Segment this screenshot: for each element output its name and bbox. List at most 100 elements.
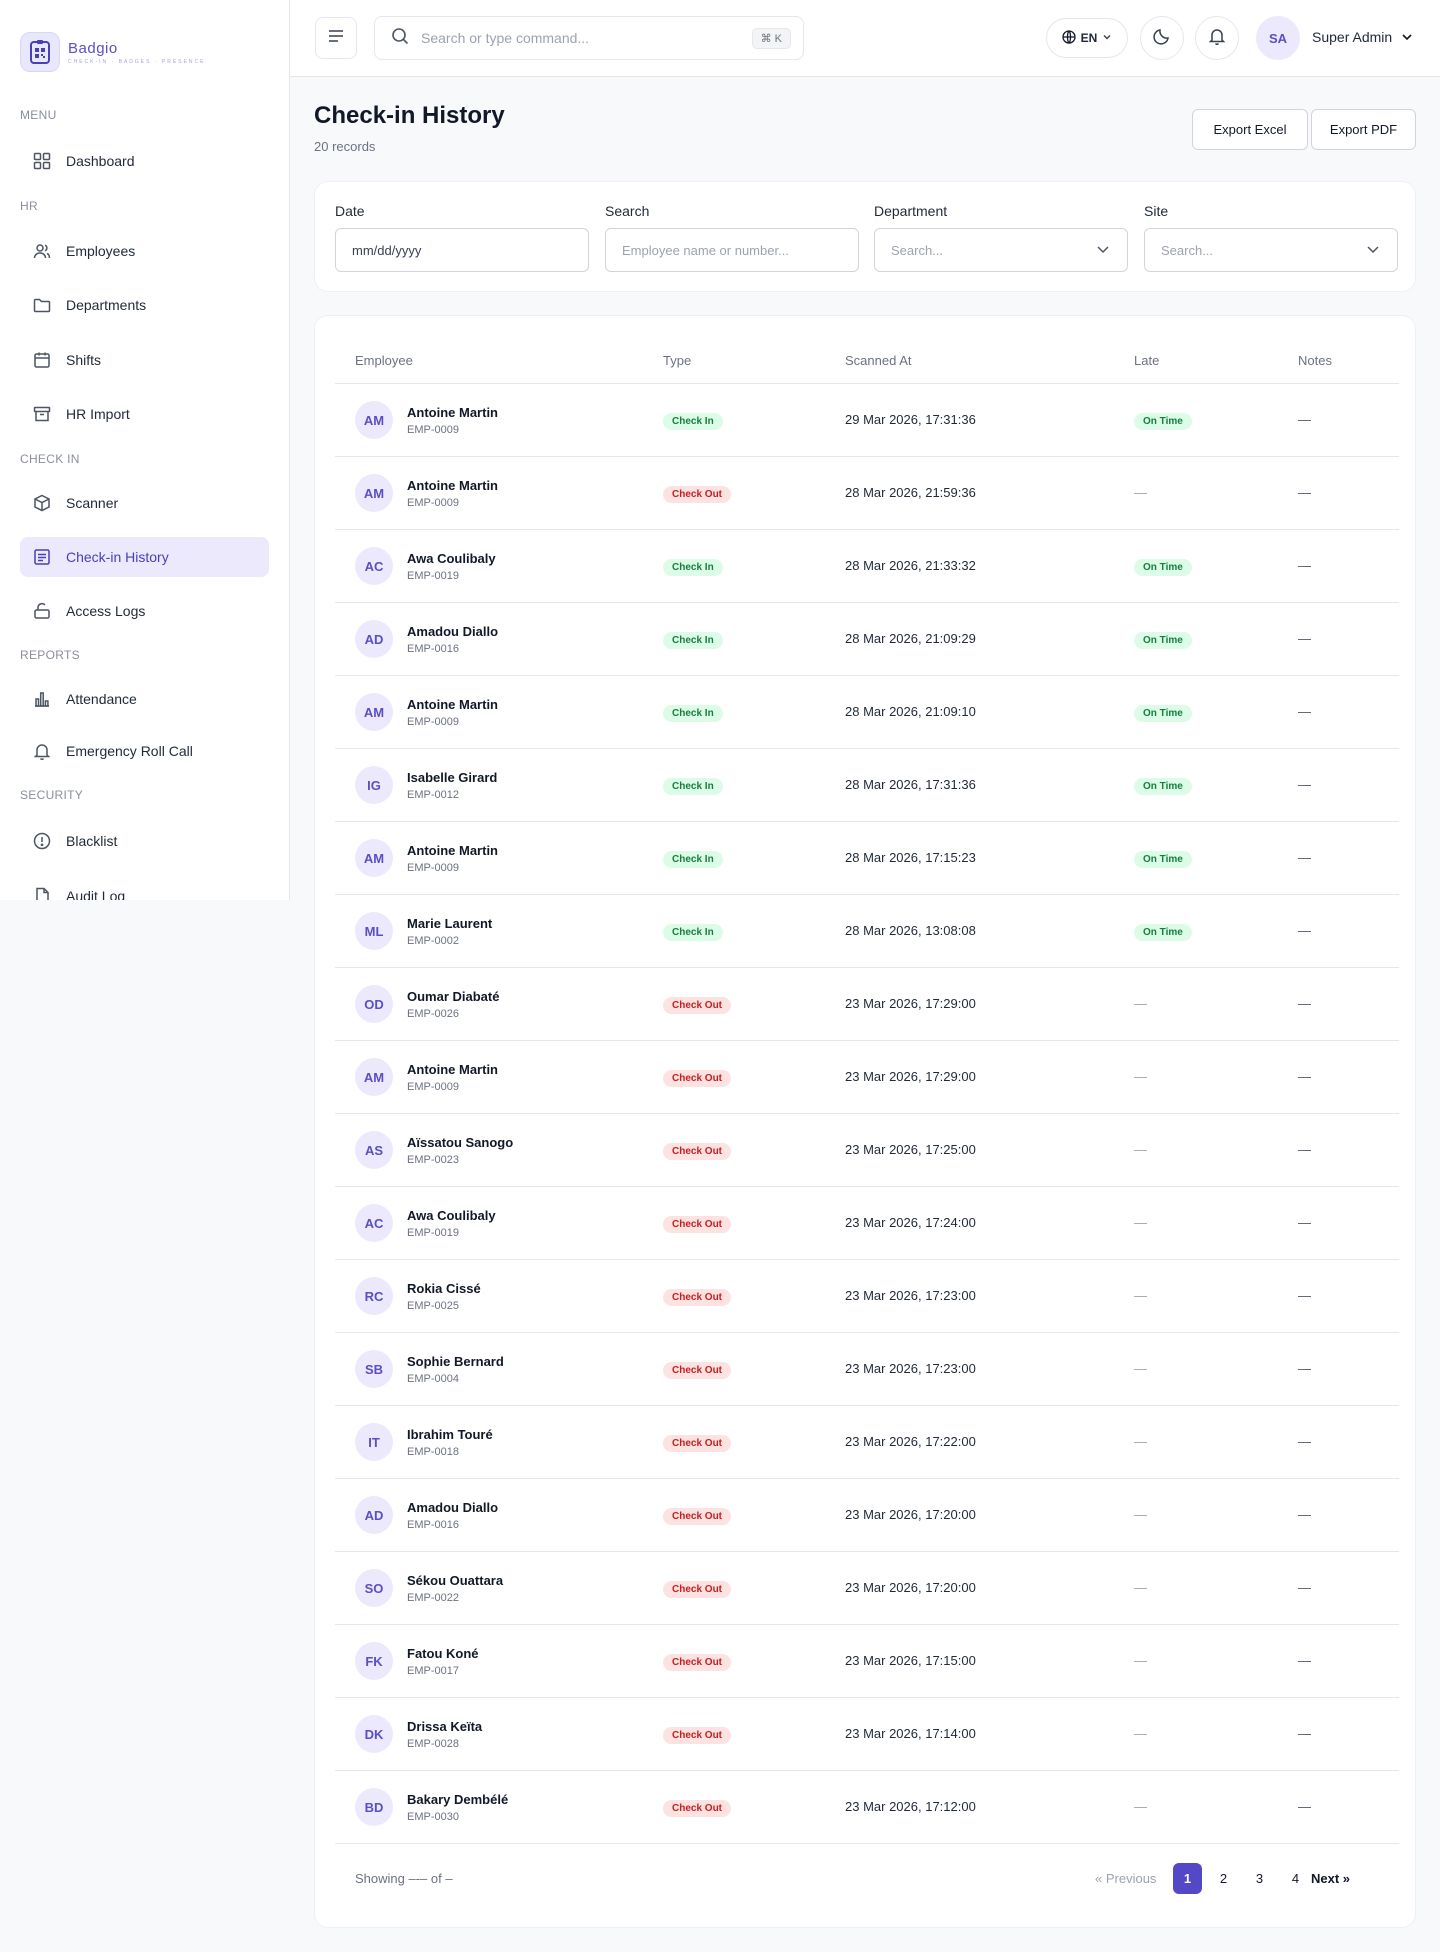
employee-name[interactable]: Antoine Martin bbox=[407, 697, 498, 712]
user-avatar[interactable]: SA bbox=[1256, 16, 1300, 60]
language-selector[interactable]: EN bbox=[1046, 18, 1128, 58]
table-row[interactable]: AS Aïssatou Sanogo EMP-0023 Check Out 23 Mar… bbox=[335, 1114, 1399, 1187]
sidebar-item-scanner[interactable]: Scanner bbox=[20, 483, 269, 523]
table-row[interactable]: AC Awa Coulibaly EMP-0019 Check Out 23 Mar 2… bbox=[335, 1187, 1399, 1260]
employee-name[interactable]: Awa Coulibaly bbox=[407, 1208, 496, 1223]
user-menu-name[interactable]: Super Admin bbox=[1312, 29, 1393, 45]
column-employee[interactable]: Employee bbox=[355, 353, 413, 368]
sidebar-item-departments[interactable]: Departments bbox=[20, 285, 269, 325]
table-row[interactable]: SO Sékou Ouattara EMP-0022 Check Out 23 Mar … bbox=[335, 1552, 1399, 1625]
sidebar-item-hr-import[interactable]: HR Import bbox=[20, 394, 269, 434]
section-check-in: CHECK IN bbox=[20, 452, 80, 466]
sidebar-item-shifts[interactable]: Shifts bbox=[20, 340, 269, 380]
command-search-input[interactable]: Search or type command... ⌘ K bbox=[374, 16, 804, 60]
table-row[interactable]: AD Amadou Diallo EMP-0016 Check In 28 Mar 20… bbox=[335, 603, 1399, 676]
employee-avatar: AD bbox=[355, 1496, 393, 1534]
employee-name[interactable]: Aïssatou Sanogo bbox=[407, 1135, 514, 1150]
page-2-button[interactable]: 2 bbox=[1219, 1871, 1228, 1886]
sidebar-item-access-logs[interactable]: Access Logs bbox=[20, 591, 269, 631]
late-status: — bbox=[1134, 1288, 1147, 1303]
sidebar-item-employees[interactable]: Employees bbox=[20, 231, 269, 271]
sidebar-item-check-in-history[interactable]: Check-in History bbox=[20, 537, 269, 577]
page-3-button[interactable]: 3 bbox=[1255, 1871, 1264, 1886]
sidebar-item-label: Check-in History bbox=[66, 549, 169, 565]
sidebar-item-audit-log[interactable]: Audit Log bbox=[20, 876, 269, 900]
table-row[interactable]: IG Isabelle Girard EMP-0012 Check In 28 Mar … bbox=[335, 749, 1399, 822]
column-late[interactable]: Late bbox=[1134, 353, 1160, 368]
previous-page-button[interactable]: « Previous bbox=[1095, 1871, 1157, 1886]
table-row[interactable]: FK Fatou Koné EMP-0017 Check Out 23 Mar 2026… bbox=[335, 1625, 1399, 1698]
table-row[interactable]: AM Antoine Martin EMP-0009 Check In 29 Mar 2… bbox=[335, 384, 1399, 457]
brand[interactable]: Badgio CHECK-IN · BADGES · PRESENCE bbox=[20, 32, 205, 72]
sidebar-item-dashboard[interactable]: Dashboard bbox=[20, 141, 269, 181]
employee-name[interactable]: Antoine Martin bbox=[407, 843, 498, 858]
export-excel-button[interactable]: Export Excel bbox=[1192, 109, 1308, 150]
notifications-button[interactable] bbox=[1195, 16, 1239, 60]
chevron-down-icon[interactable] bbox=[1400, 30, 1414, 49]
department-filter-label: Department bbox=[874, 203, 948, 219]
table-row[interactable]: IT Ibrahim Touré EMP-0018 Check Out 23 Mar 2… bbox=[335, 1406, 1399, 1479]
employee-name[interactable]: Bakary Dembélé bbox=[407, 1792, 509, 1807]
late-status-badge: On Time bbox=[1134, 559, 1192, 576]
box-icon bbox=[32, 493, 52, 513]
employee-name[interactable]: Fatou Koné bbox=[407, 1646, 479, 1661]
employee-name[interactable]: Awa Coulibaly bbox=[407, 551, 496, 566]
date-filter-input[interactable]: mm/dd/yyyy bbox=[335, 228, 589, 272]
employee-avatar: AM bbox=[355, 474, 393, 512]
sidebar-item-emergency-roll-call[interactable]: Emergency Roll Call bbox=[20, 731, 269, 771]
notes: — bbox=[1298, 412, 1311, 427]
employee-name[interactable]: Antoine Martin bbox=[407, 405, 498, 420]
site-select[interactable]: Search... bbox=[1144, 228, 1398, 272]
globe-icon bbox=[1062, 29, 1076, 47]
table-row[interactable]: ML Marie Laurent EMP-0002 Check In 28 Mar 20… bbox=[335, 895, 1399, 968]
employee-name[interactable]: Antoine Martin bbox=[407, 478, 498, 493]
employee-name[interactable]: Amadou Diallo bbox=[407, 624, 499, 639]
employee-name[interactable]: Amadou Diallo bbox=[407, 1500, 499, 1515]
employee-name[interactable]: Antoine Martin bbox=[407, 1062, 498, 1077]
sidebar-toggle-button[interactable] bbox=[315, 17, 357, 59]
table-row[interactable]: RC Rokia Cissé EMP-0025 Check Out 23 Mar 202… bbox=[335, 1260, 1399, 1333]
page-4-button[interactable]: 4 bbox=[1291, 1871, 1300, 1886]
employee-avatar: AC bbox=[355, 1204, 393, 1242]
table-row[interactable]: AM Antoine Martin EMP-0009 Check Out 23 Mar … bbox=[335, 1041, 1399, 1114]
table-row[interactable]: AD Amadou Diallo EMP-0016 Check Out 23 Mar 2… bbox=[335, 1479, 1399, 1552]
table-row[interactable]: AM Antoine Martin EMP-0009 Check Out 28 Mar … bbox=[335, 457, 1399, 530]
table-row[interactable]: AM Antoine Martin EMP-0009 Check In 28 Mar 2… bbox=[335, 822, 1399, 895]
employee-number: EMP-0026 bbox=[407, 1008, 459, 1020]
employee-name[interactable]: Oumar Diabaté bbox=[407, 989, 500, 1004]
employee-name[interactable]: Rokia Cissé bbox=[407, 1281, 481, 1296]
employee-name[interactable]: Drissa Keïta bbox=[407, 1719, 483, 1734]
scanned-at: 28 Mar 2026, 21:59:36 bbox=[845, 485, 976, 500]
sidebar-item-attendance[interactable]: Attendance bbox=[20, 679, 269, 719]
column-scanned-at[interactable]: Scanned At bbox=[845, 353, 912, 368]
scanned-at: 23 Mar 2026, 17:15:00 bbox=[845, 1653, 976, 1668]
export-pdf-button[interactable]: Export PDF bbox=[1311, 109, 1416, 150]
column-notes[interactable]: Notes bbox=[1298, 353, 1332, 368]
employee-name[interactable]: Isabelle Girard bbox=[407, 770, 498, 785]
brand-name: Badgio bbox=[68, 39, 118, 57]
employee-name[interactable]: Marie Laurent bbox=[407, 916, 493, 931]
late-status: — bbox=[1134, 1507, 1147, 1522]
theme-toggle-button[interactable] bbox=[1140, 16, 1184, 60]
table-row[interactable]: BD Bakary Dembélé EMP-0030 Check Out 23 Mar … bbox=[335, 1771, 1399, 1844]
table-row[interactable]: AC Awa Coulibaly EMP-0019 Check In 28 Mar 20… bbox=[335, 530, 1399, 603]
department-select[interactable]: Search... bbox=[874, 228, 1128, 272]
table-row[interactable]: OD Oumar Diabaté EMP-0026 Check Out 23 Mar 2… bbox=[335, 968, 1399, 1041]
next-page-button[interactable]: Next » bbox=[1311, 1871, 1351, 1886]
late-status: — bbox=[1134, 1142, 1147, 1157]
employee-avatar: AD bbox=[355, 620, 393, 658]
archive-icon bbox=[32, 404, 52, 424]
employee-name[interactable]: Sophie Bernard bbox=[407, 1354, 504, 1369]
table-row[interactable]: AM Antoine Martin EMP-0009 Check In 28 Mar 2… bbox=[335, 676, 1399, 749]
employee-name[interactable]: Ibrahim Touré bbox=[407, 1427, 493, 1442]
employee-number: EMP-0009 bbox=[407, 1081, 459, 1093]
type-badge: Check In bbox=[663, 924, 723, 941]
page-1-button[interactable]: 1 bbox=[1173, 1863, 1202, 1894]
employee-number: EMP-0009 bbox=[407, 862, 459, 874]
sidebar-item-blacklist[interactable]: Blacklist bbox=[20, 821, 269, 861]
table-row[interactable]: SB Sophie Bernard EMP-0004 Check Out 23 Mar … bbox=[335, 1333, 1399, 1406]
employee-search-input[interactable]: Employee name or number... bbox=[605, 228, 859, 272]
employee-name[interactable]: Sékou Ouattara bbox=[407, 1573, 504, 1588]
column-type[interactable]: Type bbox=[663, 353, 692, 368]
table-row[interactable]: DK Drissa Keïta EMP-0028 Check Out 23 Mar 20… bbox=[335, 1698, 1399, 1771]
